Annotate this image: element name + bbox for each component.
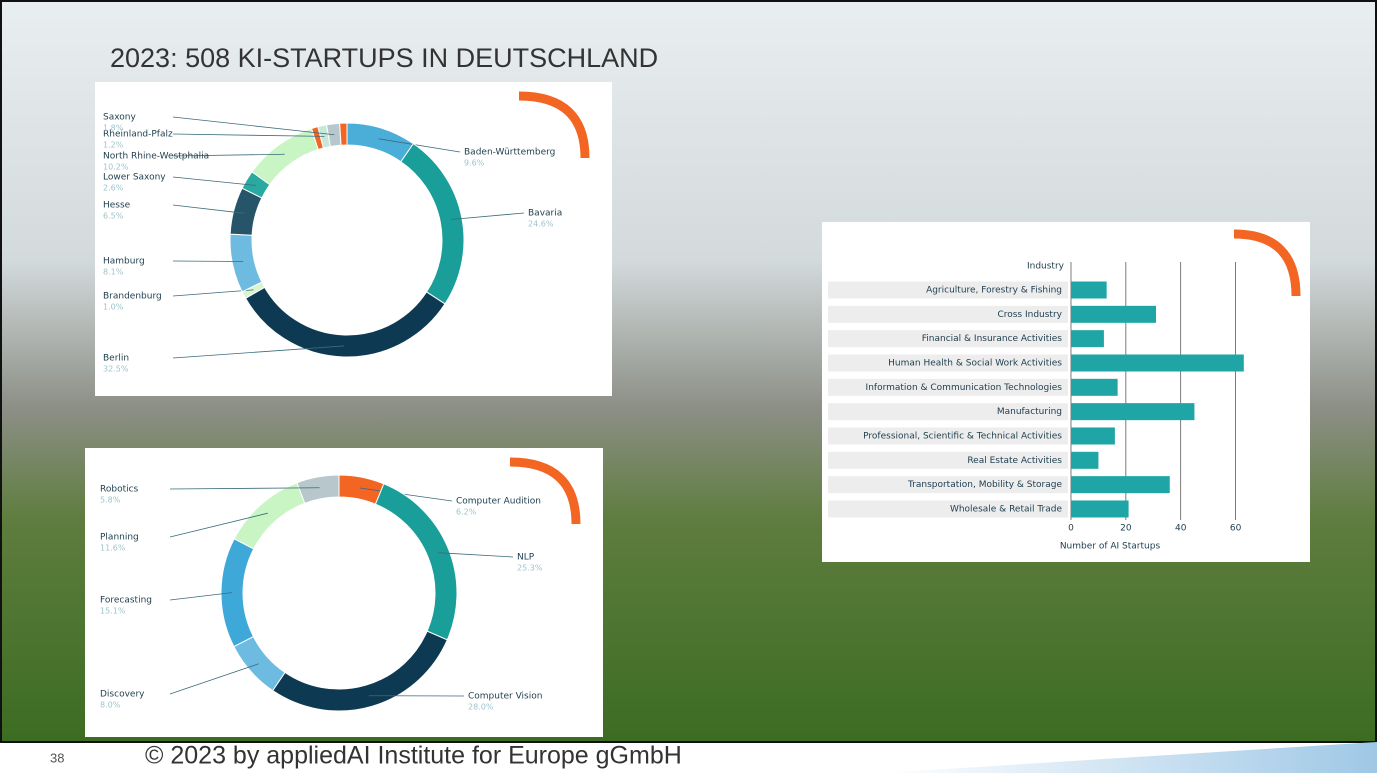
slice-label: Computer Audition	[456, 497, 541, 507]
y-tick-label: Agriculture, Forestry & Fishing	[926, 286, 1062, 296]
row-band	[828, 281, 1068, 299]
row-band	[828, 330, 1068, 348]
slice-value-label: 1.2%	[103, 141, 124, 150]
x-axis-title: Number of AI Startups	[1060, 542, 1161, 552]
slice-value-label: 1.8%	[103, 124, 124, 133]
y-tick-label: Wholesale & Retail Trade	[950, 504, 1063, 514]
slice-label: NLP	[517, 553, 535, 563]
donut-slice	[296, 474, 340, 504]
slice-label: Brandenburg	[103, 292, 162, 302]
y-tick-label: Information & Communication Technologies	[866, 383, 1063, 393]
slice-label: Bavaria	[528, 209, 562, 219]
row-band	[828, 305, 1068, 323]
slice-label: North Rhine-Westphalia	[103, 152, 209, 162]
y-tick-label: Human Health & Social Work Activities	[888, 358, 1062, 368]
slice-value-label: 11.6%	[100, 544, 126, 553]
x-tick-label: 40	[1175, 524, 1187, 534]
leader-line	[172, 289, 254, 297]
bar	[1071, 403, 1195, 421]
leader-line	[169, 592, 233, 601]
slice-value-label: 6.5%	[103, 212, 124, 221]
slice-value-label: 24.6%	[528, 220, 554, 229]
slice-value-label: 2.6%	[103, 184, 124, 193]
bar	[1071, 281, 1107, 299]
slice-value-label: 8.0%	[100, 701, 121, 710]
slice-label: Baden-Württemberg	[464, 148, 555, 158]
y-tick-label: Cross Industry	[997, 310, 1062, 320]
logo-corner	[509, 457, 581, 525]
leader-line	[169, 512, 268, 538]
slice-label: Hamburg	[103, 257, 145, 267]
row-band	[828, 500, 1068, 518]
leader-line	[169, 487, 320, 490]
bar	[1071, 427, 1115, 445]
leader-line	[438, 552, 514, 558]
bar	[1071, 378, 1118, 396]
bar	[1071, 330, 1104, 348]
leader-line	[172, 176, 257, 186]
slice-value-label: 32.5%	[103, 365, 129, 374]
slice-value-label: 1.0%	[103, 303, 124, 312]
slice-label: Berlin	[103, 354, 129, 364]
row-band	[828, 378, 1068, 396]
footer-text: © 2023 by appliedAI Institute for Europe…	[145, 742, 682, 770]
slice-label: Saxony	[103, 113, 136, 123]
row-band	[828, 403, 1068, 421]
leader-line	[172, 204, 245, 214]
slice-value-label: 28.0%	[468, 703, 494, 712]
y-tick-label: Financial & Insurance Activities	[922, 334, 1063, 344]
slice-value-label: 15.1%	[100, 607, 126, 616]
slice-value-label: 9.6%	[464, 159, 485, 168]
slice-label: Rheinland-Pfalz	[103, 130, 173, 140]
logo-corner	[518, 91, 590, 159]
leader-line	[169, 663, 259, 695]
x-tick-label: 60	[1230, 524, 1242, 534]
leader-line	[172, 116, 335, 136]
bar	[1071, 354, 1244, 372]
page-number: 38	[50, 750, 64, 765]
row-band	[828, 451, 1068, 469]
slice-label: Forecasting	[100, 596, 152, 606]
leader-line	[172, 153, 285, 157]
footer-bar	[880, 742, 1377, 773]
slice-label: Discovery	[100, 690, 145, 700]
row-band	[828, 354, 1068, 372]
x-tick-label: 0	[1068, 524, 1074, 534]
leader-line	[359, 487, 453, 502]
donut-slice	[339, 122, 348, 146]
slice-label: Robotics	[100, 485, 139, 495]
bar	[1071, 500, 1129, 518]
y-tick-label: Transportation, Mobility & Storage	[907, 480, 1062, 490]
row-band	[828, 427, 1068, 445]
bar	[1071, 305, 1157, 323]
slice-value-label: 8.1%	[103, 268, 124, 277]
slide-title: 2023: 508 KI-STARTUPS IN DEUTSCHLAND	[110, 43, 658, 73]
slice-value-label: 5.8%	[100, 496, 121, 505]
x-tick-label: 20	[1120, 524, 1132, 534]
slice-label: Computer Vision	[468, 692, 542, 702]
bar	[1071, 451, 1099, 469]
slice-value-label: 25.3%	[517, 564, 543, 573]
leader-line	[378, 138, 461, 153]
row-band	[828, 476, 1068, 494]
leader-line	[450, 212, 525, 220]
slice-label: Hesse	[103, 201, 131, 211]
leader-line	[172, 133, 325, 137]
y-axis-title: Industry	[1027, 262, 1065, 272]
y-tick-label: Manufacturing	[997, 407, 1062, 417]
y-tick-label: Real Estate Activities	[967, 456, 1062, 466]
y-tick-label: Professional, Scientific & Technical Act…	[863, 431, 1062, 441]
slice-value-label: 10.2%	[103, 163, 129, 172]
bar	[1071, 476, 1170, 494]
logo-corner	[1233, 229, 1301, 297]
slice-value-label: 6.2%	[456, 508, 477, 517]
slice-label: Lower Saxony	[103, 173, 166, 183]
leader-line	[172, 345, 345, 359]
slice-label: Planning	[100, 533, 139, 543]
